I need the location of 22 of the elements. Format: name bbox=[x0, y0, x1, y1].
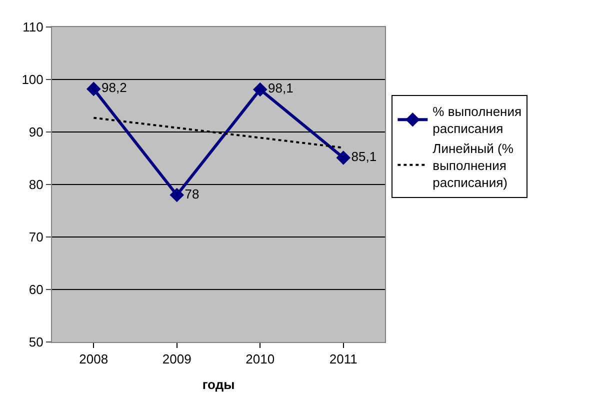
y-tick-label: 80 bbox=[28, 177, 44, 192]
legend-label: Линейный (% выполнения расписания) bbox=[432, 141, 514, 190]
y-tick-label: 50 bbox=[28, 334, 44, 350]
point bbox=[86, 82, 101, 96]
point bbox=[336, 150, 351, 165]
y-tick-label: 100 bbox=[22, 72, 44, 88]
point bbox=[170, 188, 184, 202]
point bbox=[252, 82, 268, 97]
x-tick-label: 2009 bbox=[162, 352, 192, 367]
data-label: 85,1 bbox=[351, 148, 377, 164]
data-label: 98,2 bbox=[102, 80, 127, 96]
y-tick-label: 110 bbox=[22, 20, 44, 35]
legend-label: % выполнения расписания bbox=[432, 104, 522, 136]
y-tick-label: 70 bbox=[28, 230, 44, 245]
x-axis-title: годы bbox=[202, 377, 235, 392]
x-tick-label: 2008 bbox=[79, 352, 108, 367]
y-tick-label: 60 bbox=[28, 282, 44, 298]
x-tick-label: 2010 bbox=[246, 352, 275, 367]
data-label: 98,1 bbox=[268, 80, 294, 96]
y-tick-label: 90 bbox=[28, 124, 44, 140]
data-label: 78 bbox=[184, 186, 200, 202]
x-tick-label: 2011 bbox=[329, 352, 358, 367]
